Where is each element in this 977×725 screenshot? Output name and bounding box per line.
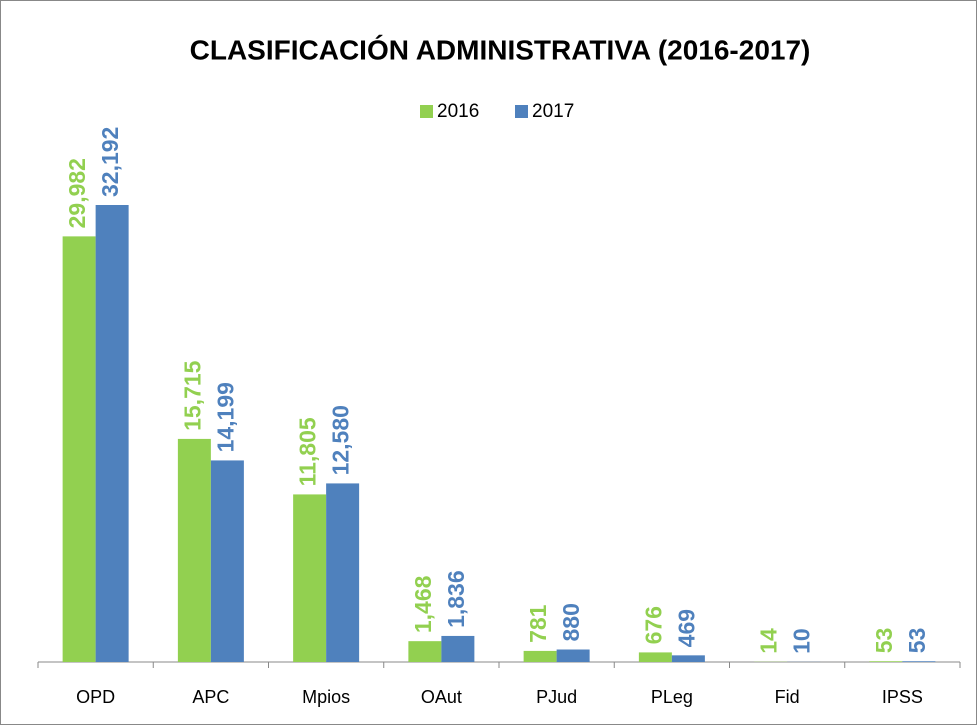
x-tick-label: PJud bbox=[536, 687, 577, 707]
value-label: 14 bbox=[756, 628, 782, 654]
value-label: 53 bbox=[904, 628, 930, 654]
bar bbox=[671, 655, 705, 662]
value-label: 14,199 bbox=[212, 382, 238, 452]
x-tick-label: APC bbox=[192, 687, 229, 707]
value-label: 29,982 bbox=[64, 158, 90, 228]
value-label: 1,468 bbox=[410, 575, 436, 633]
x-tick-label: Fid bbox=[775, 687, 800, 707]
value-label: 781 bbox=[525, 604, 551, 643]
legend-label: 2017 bbox=[532, 101, 574, 122]
value-label: 676 bbox=[640, 606, 666, 644]
bar bbox=[210, 460, 244, 662]
x-tick-label: OPD bbox=[76, 687, 115, 707]
bar bbox=[326, 483, 360, 662]
bar bbox=[95, 205, 129, 662]
value-label: 32,192 bbox=[97, 127, 123, 197]
value-label: 15,715 bbox=[179, 360, 205, 431]
bar bbox=[62, 236, 96, 662]
value-label: 10 bbox=[789, 628, 815, 654]
value-label: 53 bbox=[871, 628, 897, 654]
bar bbox=[556, 649, 590, 662]
bar bbox=[638, 652, 672, 662]
x-tick-label: Mpios bbox=[302, 687, 350, 707]
bar bbox=[177, 438, 211, 662]
legend-swatch bbox=[515, 105, 528, 118]
bar bbox=[408, 641, 442, 662]
bar bbox=[902, 661, 936, 662]
value-label: 469 bbox=[673, 609, 699, 647]
legend-label: 2016 bbox=[437, 101, 479, 122]
bar bbox=[869, 661, 903, 662]
bar bbox=[293, 494, 327, 662]
value-label: 11,805 bbox=[295, 417, 321, 486]
bar bbox=[523, 650, 557, 662]
chart-title: CLASIFICACIÓN ADMINISTRATIVA (2016-2017) bbox=[190, 34, 811, 65]
value-label: 880 bbox=[558, 603, 584, 641]
value-label: 1,836 bbox=[443, 570, 469, 628]
x-tick-label: OAut bbox=[421, 687, 462, 707]
x-tick-label: IPSS bbox=[882, 687, 923, 707]
legend-swatch bbox=[420, 105, 433, 118]
x-tick-label: PLeg bbox=[651, 687, 693, 707]
bar bbox=[441, 635, 475, 662]
value-label: 12,580 bbox=[328, 405, 354, 475]
